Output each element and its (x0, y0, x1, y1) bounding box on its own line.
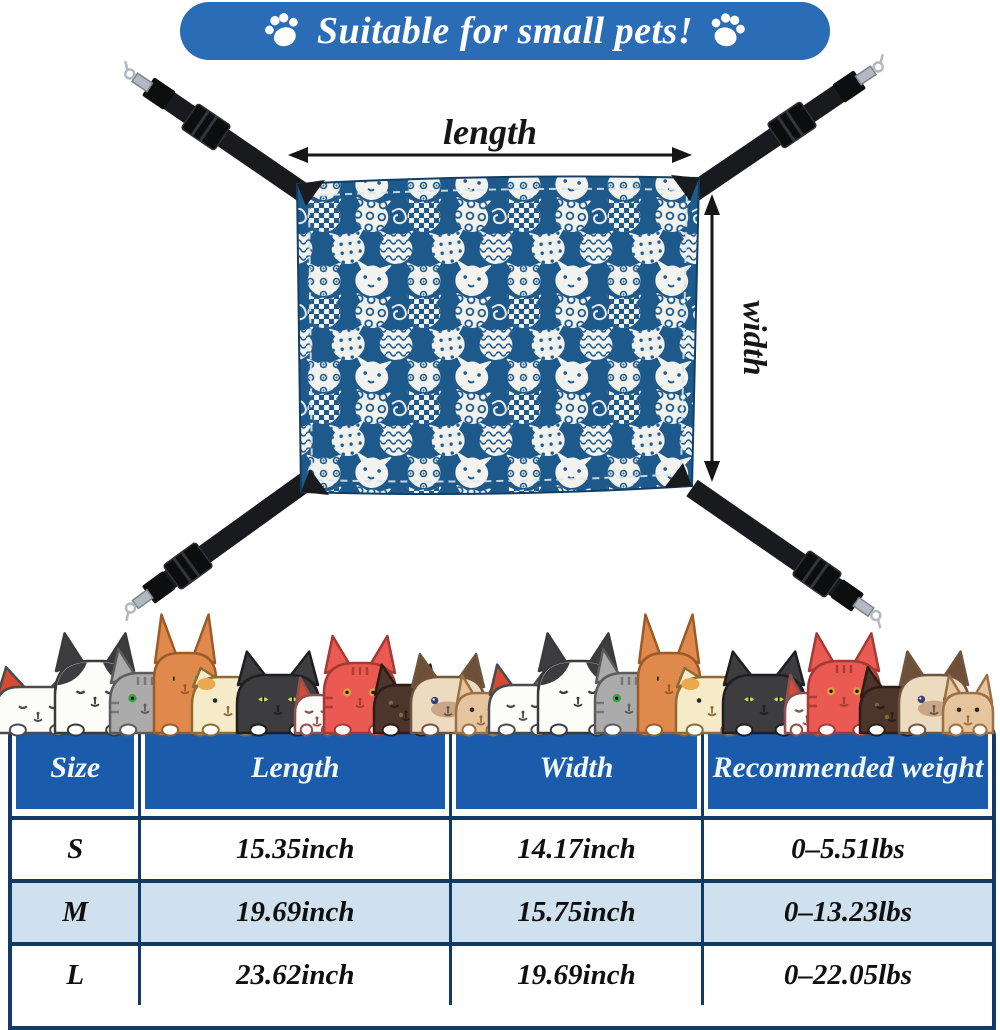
cell-width: 15.75inch (449, 879, 701, 942)
paw-icon (711, 13, 745, 47)
hammock-fabric (295, 175, 701, 495)
cell-width: 19.69inch (449, 942, 701, 1005)
strap-buckle (792, 550, 842, 598)
strap-buckle (181, 103, 231, 151)
strap-hook-icon (831, 579, 882, 629)
paw-icon (264, 13, 298, 47)
cell-weight: 0–13.23lbs (700, 879, 992, 942)
table-header-cell: Length (138, 726, 450, 816)
cell-size: S (12, 816, 139, 879)
cell-length: 15.35inch (138, 816, 450, 879)
width-label: width (736, 300, 772, 375)
table-header-cell: Recommended weight (700, 726, 992, 816)
strap-bottom-left (124, 471, 314, 622)
length-label: length (443, 112, 537, 152)
cell-length: 19.69inch (138, 879, 450, 942)
cell-weight: 0–5.51lbs (700, 816, 992, 879)
strap-buckle (767, 101, 817, 149)
strap-top-right (682, 53, 885, 205)
table-header-cell: Width (449, 726, 701, 816)
cell-size: M (12, 879, 139, 942)
strap-hook-icon (123, 60, 175, 110)
banner: Suitable for small pets! (180, 2, 830, 60)
cell-size: L (12, 942, 139, 1005)
strap-top-left (123, 60, 314, 205)
cat-row-illustration (0, 613, 995, 737)
arrowhead-right (672, 147, 692, 163)
header-size: Size (16, 726, 135, 809)
strap-hook-icon (124, 571, 175, 622)
banner-title: Suitable for small pets! (316, 10, 694, 52)
size-table: Size Length Width Recommended weight S 15… (8, 722, 996, 1030)
header-weight: Recommended weight (707, 726, 988, 809)
strap-hook-icon (833, 53, 885, 103)
arrowhead-down (704, 461, 720, 482)
cell-length: 23.62inch (138, 942, 450, 1005)
header-length: Length (145, 726, 446, 809)
width-dimension: width (704, 194, 772, 482)
header-width: Width (456, 726, 697, 809)
cell-width: 14.17inch (449, 816, 701, 879)
arrowhead-left (288, 147, 308, 163)
strap-bottom-right (686, 479, 882, 629)
arrowhead-up (704, 194, 720, 215)
cell-weight: 0–22.05lbs (700, 942, 992, 1005)
strap-buckle (163, 542, 213, 590)
table-header-cell: Size (12, 726, 139, 816)
length-dimension: length (288, 112, 692, 163)
hammock-diagram: length width (123, 53, 885, 629)
cat-tan (941, 673, 995, 737)
